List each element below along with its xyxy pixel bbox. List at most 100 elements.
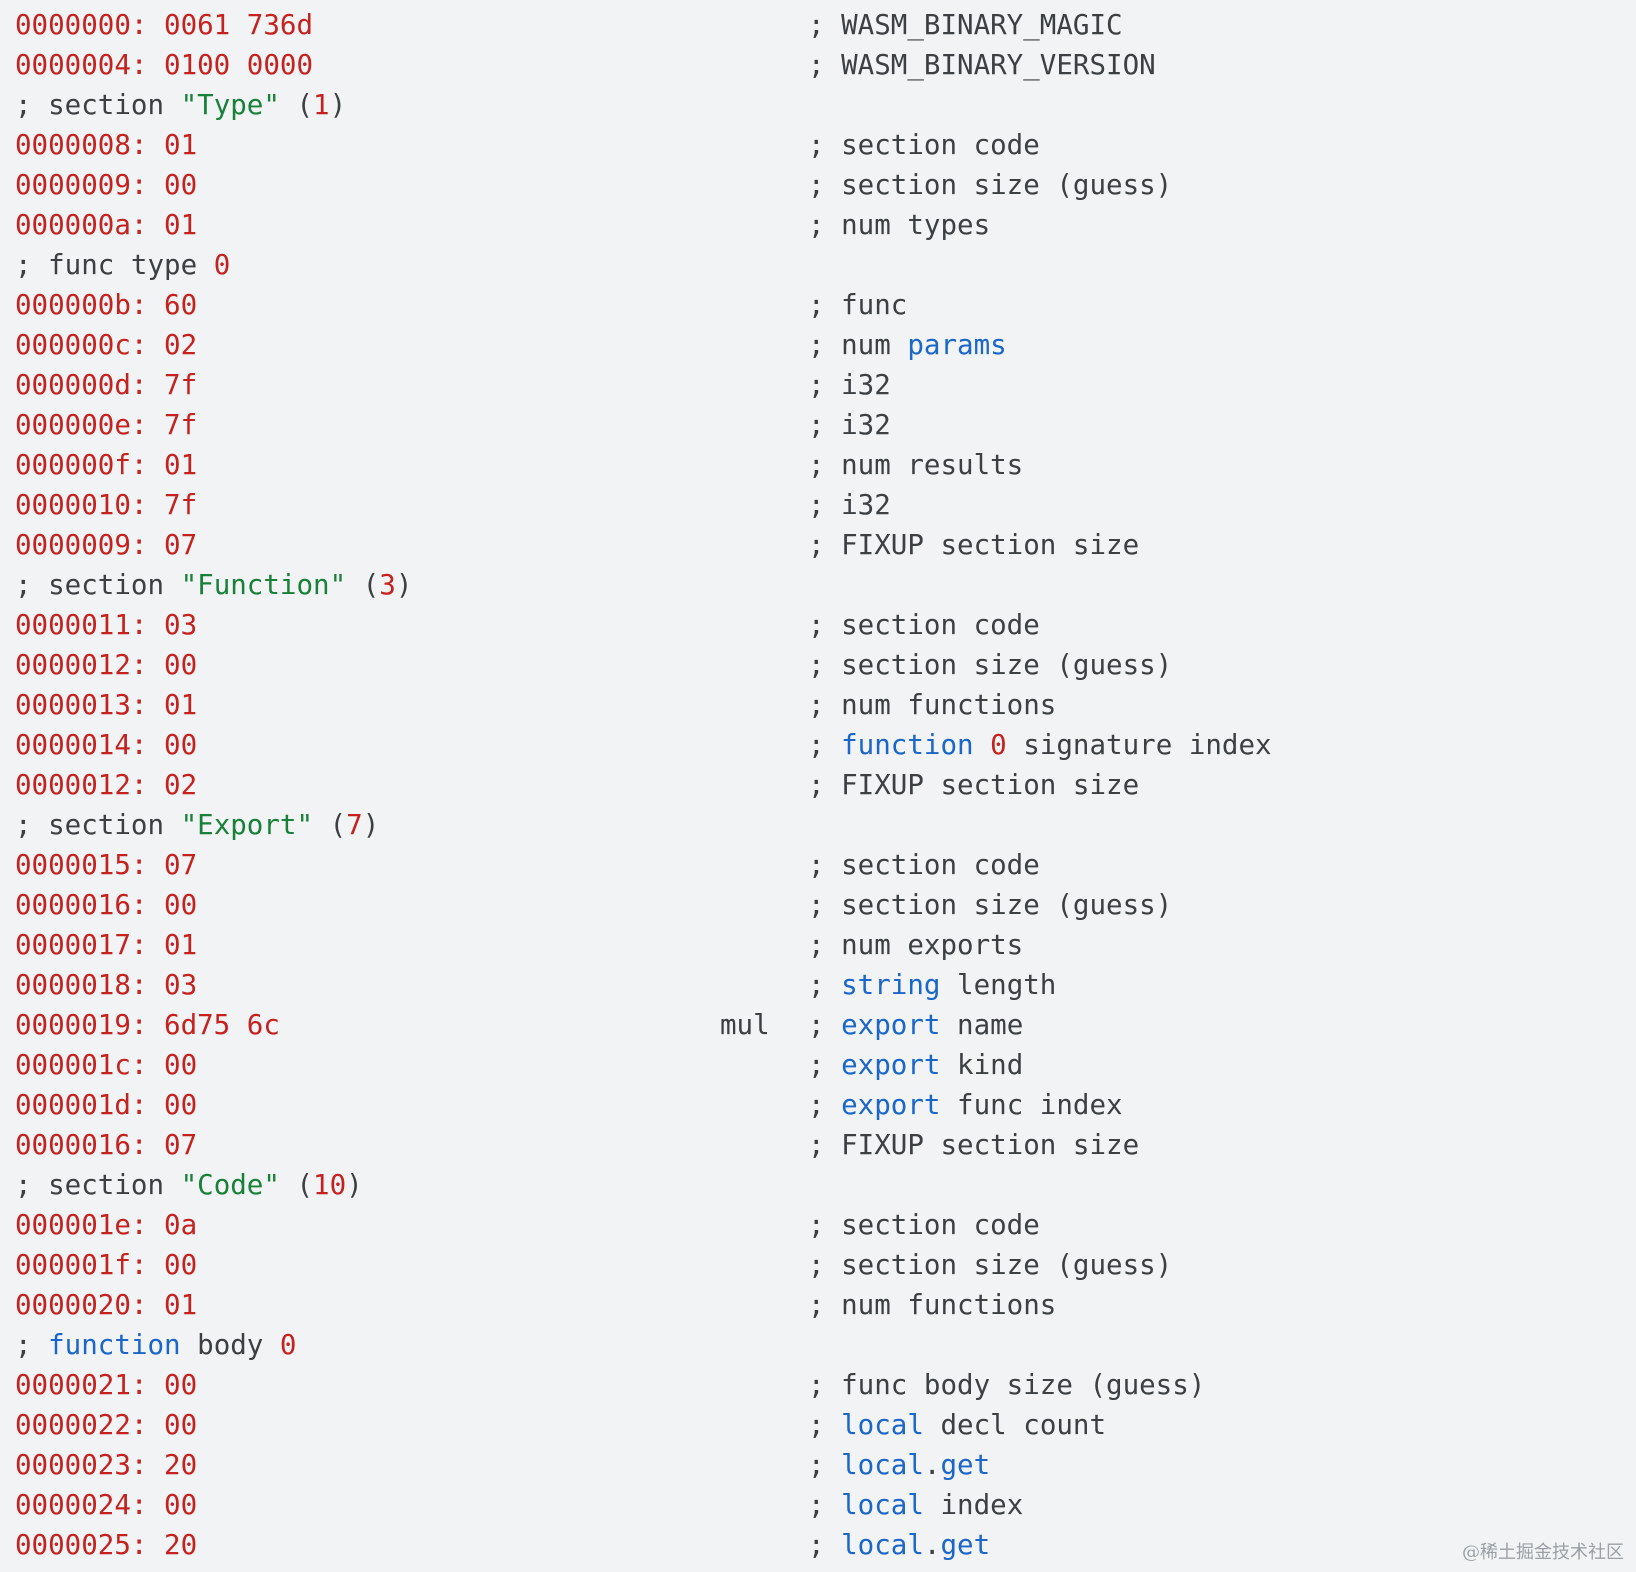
offset-bytes: 000000a: 01 (15, 205, 197, 245)
listing-line: ; section "Type" (1) (0, 85, 1636, 125)
token: 0000008: 01 (15, 129, 198, 161)
offset-bytes: 0000020: 01 (15, 1285, 197, 1325)
listing-line: 000000f: 01 ; num results (0, 445, 1636, 485)
token: . (923, 1449, 941, 1481)
annotation-comment: ; section size (guess) (808, 165, 1172, 205)
token: length (940, 969, 1057, 1001)
listing-line: ; section "Function" (3) (0, 565, 1636, 605)
listing-line: ; section "Export" (7) (0, 805, 1636, 845)
token: local (841, 1529, 924, 1561)
wasm-binary-listing: 0000000: 0061 736d; WASM_BINARY_MAGIC 000… (0, 5, 1636, 1565)
annotation-comment: ; WASM_BINARY_VERSION (808, 45, 1156, 85)
annotation-comment: ; section code (808, 845, 1040, 885)
token: ; (808, 1009, 842, 1041)
token: ; func body size (guess) (808, 1369, 1206, 1401)
annotation-comment: ; export func index (808, 1085, 1123, 1125)
token (974, 729, 991, 761)
listing-line: 0000012: 02 ; FIXUP section size (0, 765, 1636, 805)
listing-line: ; func type 0 (0, 245, 1636, 285)
token: ; FIXUP section size (808, 1129, 1140, 1161)
token: 7 (346, 809, 363, 841)
offset-bytes: 000000d: 7f (15, 365, 197, 405)
annotation-comment: ; num exports (808, 925, 1023, 965)
token: "Code" (180, 1169, 280, 1201)
offset-bytes: 0000004: 0100 0000 (15, 45, 313, 85)
offset-bytes: 000000c: 02 (15, 325, 197, 365)
token: ( (279, 1169, 314, 1201)
token: ) (346, 1169, 363, 1201)
offset-bytes: 0000021: 00 (15, 1365, 197, 1405)
listing-line: 0000018: 03; string length (0, 965, 1636, 1005)
annotation-comment: ; func body size (guess) (808, 1365, 1205, 1405)
token: ; (808, 1449, 842, 1481)
watermark: @稀土掘金技术社区 (1462, 1542, 1624, 1563)
token: ; num types (808, 209, 991, 241)
token: ; section size (guess) (808, 649, 1173, 681)
listing-line: 0000016: 07 ; FIXUP section size (0, 1125, 1636, 1165)
token: ; (15, 1329, 49, 1361)
offset-bytes: 0000016: 00 (15, 885, 197, 925)
annotation-comment: ; export kind (808, 1045, 1023, 1085)
token: ; section code (808, 129, 1040, 161)
token: ; num exports (808, 929, 1024, 961)
annotation-comment: ; section code (808, 125, 1040, 165)
listing-line: 0000013: 01 ; num functions (0, 685, 1636, 725)
listing-line: 0000016: 00 ; section size (guess) (0, 885, 1636, 925)
token: ; section (15, 1169, 181, 1201)
token: 0000020: 01 (15, 1289, 198, 1321)
offset-bytes: 000001c: 00 (15, 1045, 197, 1085)
token: 0000010: 7f (15, 489, 198, 521)
token: ; section (15, 809, 181, 841)
ascii-text: mul (720, 1009, 770, 1041)
token: 0000024: 00 (15, 1489, 198, 1521)
token: ; i32 (808, 409, 891, 441)
offset-bytes: 000000f: 01 (15, 445, 197, 485)
annotation-comment: ; local decl count (808, 1405, 1106, 1445)
token: ; num functions (808, 689, 1057, 721)
offset-bytes: 0000015: 07 (15, 845, 197, 885)
token: signature index (1006, 729, 1272, 761)
listing-line: 0000021: 00 ; func body size (guess) (0, 1365, 1636, 1405)
listing-line: 000000b: 60 ; func (0, 285, 1636, 325)
offset-bytes: 000001d: 00 (15, 1085, 197, 1125)
annotation-comment: ; local index (808, 1485, 1023, 1525)
offset-bytes: 0000016: 07 (15, 1125, 197, 1165)
listing-line: 000001c: 00 ; export kind (0, 1045, 1636, 1085)
offset-bytes: 0000011: 03 (15, 605, 197, 645)
listing-line: 0000009: 00 ; section size (guess) (0, 165, 1636, 205)
token: ( (346, 569, 380, 601)
offset-bytes: 0000009: 07 (15, 525, 197, 565)
annotation-comment: ; i32 (808, 485, 891, 525)
section-comment: ; section "Function" (3) (15, 565, 412, 605)
offset-bytes: 000001e: 0a (15, 1205, 197, 1245)
token: 0000025: 20 (15, 1529, 198, 1561)
token: 0 (990, 729, 1007, 761)
token: ; (808, 1409, 842, 1441)
token: 000001d: 00 (15, 1089, 198, 1121)
token: 0000019: 6d75 6c (15, 1009, 280, 1041)
token: ; func (808, 289, 908, 321)
offset-bytes: 0000014: 00 (15, 725, 197, 765)
token: 000001f: 00 (15, 1249, 198, 1281)
annotation-comment: ; i32 (808, 405, 891, 445)
token: body (180, 1329, 280, 1361)
listing-line: ; section "Code" (10) (0, 1165, 1636, 1205)
token: function (48, 1329, 181, 1361)
token: ; section size (guess) (808, 169, 1173, 201)
token: 0000013: 01 (15, 689, 198, 721)
token: 0000021: 00 (15, 1369, 198, 1401)
token: 0000016: 00 (15, 889, 198, 921)
annotation-comment: ; section size (guess) (808, 1245, 1172, 1285)
token: 000000f: 01 (15, 449, 198, 481)
annotation-comment: ; local.get (808, 1525, 990, 1565)
section-comment: ; section "Type" (1) (15, 85, 346, 125)
token: ) (395, 569, 413, 601)
token: ; i32 (808, 369, 891, 401)
listing-line: 0000011: 03 ; section code (0, 605, 1636, 645)
offset-bytes: 0000012: 00 (15, 645, 197, 685)
annotation-comment: ; num params (808, 325, 1007, 365)
listing-line: 0000017: 01 ; num exports (0, 925, 1636, 965)
annotation-comment: ; local.get (808, 1445, 990, 1485)
section-comment: ; function body 0 (15, 1325, 296, 1365)
token: export (841, 1049, 941, 1081)
